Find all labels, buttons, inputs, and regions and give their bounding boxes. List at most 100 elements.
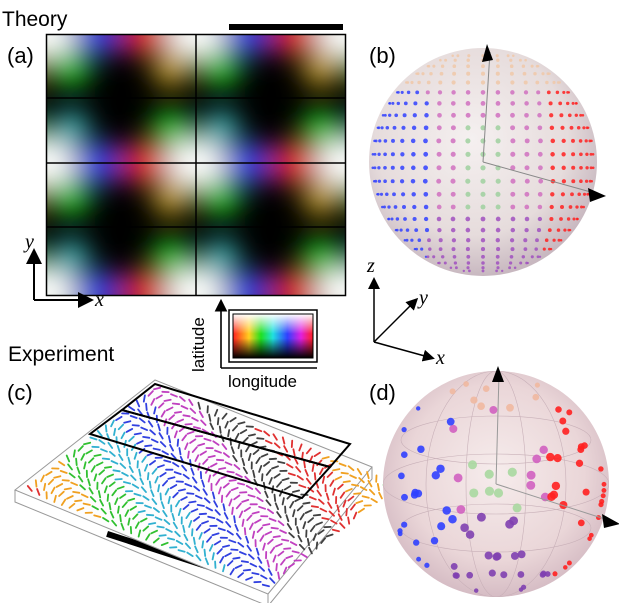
spin-dot xyxy=(545,80,549,85)
spin-dot xyxy=(411,152,416,157)
spin-dot xyxy=(450,151,456,157)
spin-dot xyxy=(535,80,540,85)
spin-dot xyxy=(524,204,530,210)
spin-dot xyxy=(431,471,440,480)
spin-arrow xyxy=(148,522,157,526)
spin-arrow xyxy=(101,477,107,485)
spin-arrow xyxy=(266,559,270,568)
spin-dot xyxy=(453,572,460,579)
spin-dot xyxy=(495,227,501,233)
spin-dot xyxy=(506,403,514,412)
spin-arrow xyxy=(273,493,277,502)
spin-dot xyxy=(448,514,457,524)
spin-arrow xyxy=(190,508,199,513)
spin-arrow xyxy=(268,477,273,485)
spin-dot xyxy=(510,191,516,197)
spin-arrow xyxy=(189,438,197,444)
spin-arrow xyxy=(146,472,150,481)
spin-dot xyxy=(568,205,573,209)
spin-arrow xyxy=(184,483,193,488)
spin-arrow xyxy=(268,517,277,522)
spin-arrow xyxy=(258,565,266,572)
spin-arrow xyxy=(108,502,112,511)
spin-dot xyxy=(388,113,392,117)
spin-dot xyxy=(561,165,566,170)
spin-dot xyxy=(424,562,430,568)
spin-arrow xyxy=(226,560,234,567)
spin-arrow xyxy=(215,458,225,462)
panel-label-b: (b) xyxy=(369,43,396,68)
spin-dot xyxy=(560,125,565,130)
spin-arrow xyxy=(201,520,209,525)
spin-arrow xyxy=(108,481,116,488)
spin-dot xyxy=(571,101,575,105)
spin-dot xyxy=(526,470,536,480)
spin-dot xyxy=(373,152,377,156)
panel-label-d: (d) xyxy=(369,380,396,405)
spin-arrow xyxy=(231,506,234,515)
spin-dot xyxy=(390,152,395,157)
spin-arrow xyxy=(89,436,98,441)
spin-arrow xyxy=(272,535,281,539)
spin-dot xyxy=(436,216,442,222)
spin-dot xyxy=(400,138,405,144)
spin-arrow xyxy=(207,455,216,459)
spin-arrow xyxy=(313,472,317,481)
colormap-legend xyxy=(214,298,318,369)
spin-dot xyxy=(469,488,479,498)
spin-dot xyxy=(383,205,386,209)
spin-dot xyxy=(453,261,458,265)
spin-dot xyxy=(575,205,579,209)
spin-arrow xyxy=(352,511,358,520)
spin-arrow xyxy=(239,429,248,435)
spin-arrow xyxy=(127,497,136,502)
spin-dot xyxy=(495,261,500,265)
spin-arrow xyxy=(353,492,362,495)
spin-arrow xyxy=(138,468,142,477)
spin-dot xyxy=(510,227,516,233)
spin-arrow xyxy=(358,477,365,484)
spin-dot xyxy=(582,192,587,196)
spin-arrow xyxy=(277,460,286,464)
spin-arrow xyxy=(228,479,237,482)
texture-blob xyxy=(271,272,315,296)
spin-arrow xyxy=(188,500,197,504)
spin-arrow xyxy=(225,490,232,498)
spin-arrow xyxy=(182,503,190,511)
spin-dot xyxy=(567,91,571,94)
spin-arrow xyxy=(269,577,276,584)
spin-arrow xyxy=(359,486,368,491)
spin-arrow xyxy=(129,505,137,511)
spin-arrow xyxy=(339,522,346,529)
spin-arrow xyxy=(279,529,287,534)
spin-arrow xyxy=(216,417,220,426)
spin-dot xyxy=(470,396,478,404)
spin-arrow xyxy=(221,443,228,450)
spin-dot xyxy=(402,205,406,209)
spin-dot xyxy=(579,165,583,170)
spin-dot xyxy=(466,58,470,62)
spin-dot xyxy=(381,114,385,117)
spin-arrow xyxy=(281,477,290,482)
spin-arrow xyxy=(172,491,179,499)
spin-arrow xyxy=(159,472,167,478)
spin-arrow xyxy=(277,571,281,580)
spin-dot xyxy=(465,125,471,131)
spin-arrow xyxy=(228,498,233,507)
spin-arrow xyxy=(250,441,258,446)
spin-arrow xyxy=(235,532,242,540)
spin-dot xyxy=(518,58,522,62)
spin-dot xyxy=(438,247,443,251)
texture-blob xyxy=(46,266,80,296)
texture-blob xyxy=(301,240,341,272)
spin-arrow xyxy=(167,537,176,541)
spin-arrow xyxy=(222,482,230,489)
spin-arrow xyxy=(177,507,182,517)
spin-arrow xyxy=(101,457,111,461)
spin-dot xyxy=(549,125,555,131)
spin-arrow xyxy=(235,473,243,478)
spin-dot xyxy=(374,179,378,183)
spin-arrow xyxy=(117,423,125,431)
spin-arrow xyxy=(106,473,114,478)
spin-dot xyxy=(570,192,574,197)
